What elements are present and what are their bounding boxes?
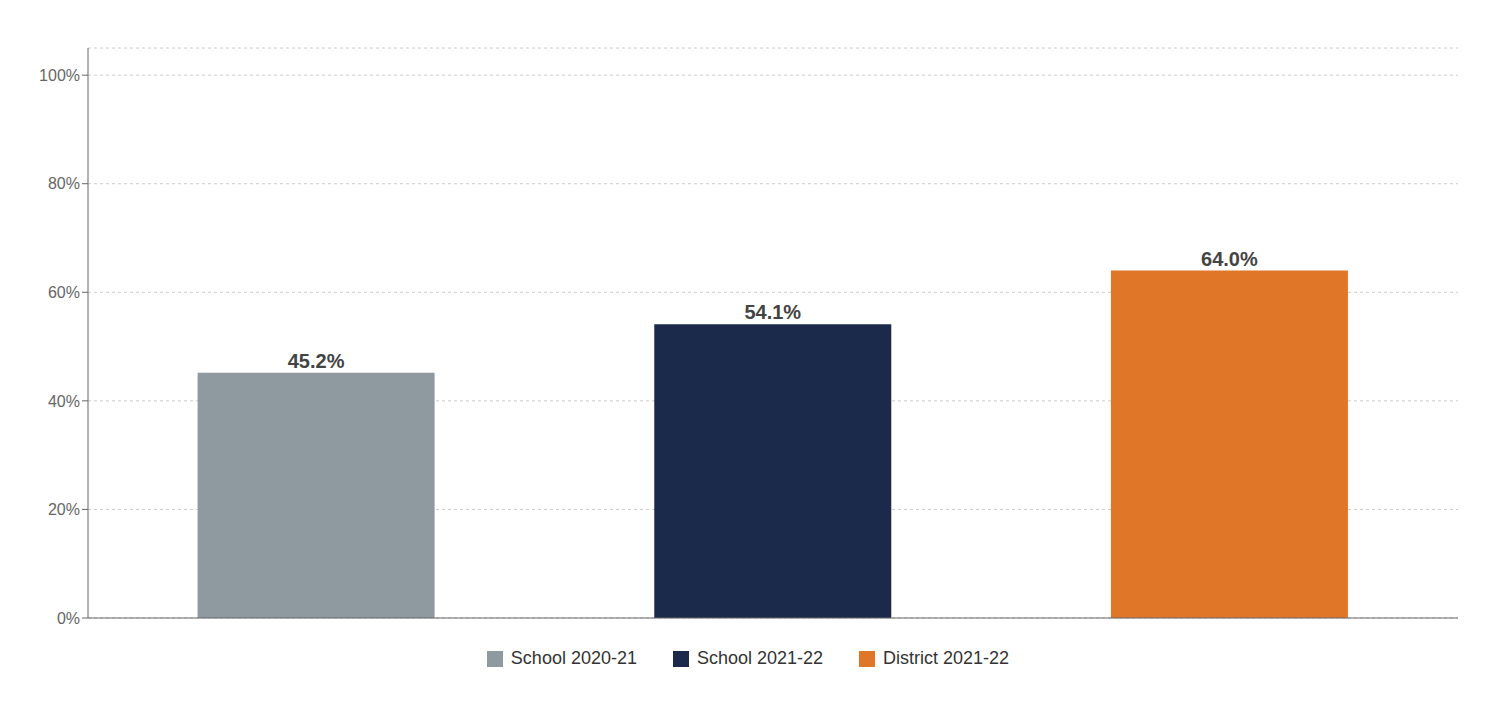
svg-text:45.2%: 45.2% (288, 350, 345, 372)
svg-text:0%: 0% (57, 610, 80, 627)
html-text:School 2020-21: School 2020-21 (510, 648, 637, 668)
svg-text:54.1%: 54.1% (744, 301, 801, 323)
svg-text:64.0%: 64.0% (1201, 248, 1258, 270)
svg-text:40%: 40% (48, 393, 80, 410)
svg-text:80%: 80% (48, 175, 80, 192)
svg-text:60%: 60% (48, 284, 80, 301)
svg-text:100%: 100% (39, 67, 80, 84)
svg-text:20%: 20% (48, 501, 80, 518)
html-text:District 2021-22: District 2021-22 (883, 648, 1010, 668)
html-text:School 2021-22: School 2021-22 (697, 648, 824, 668)
